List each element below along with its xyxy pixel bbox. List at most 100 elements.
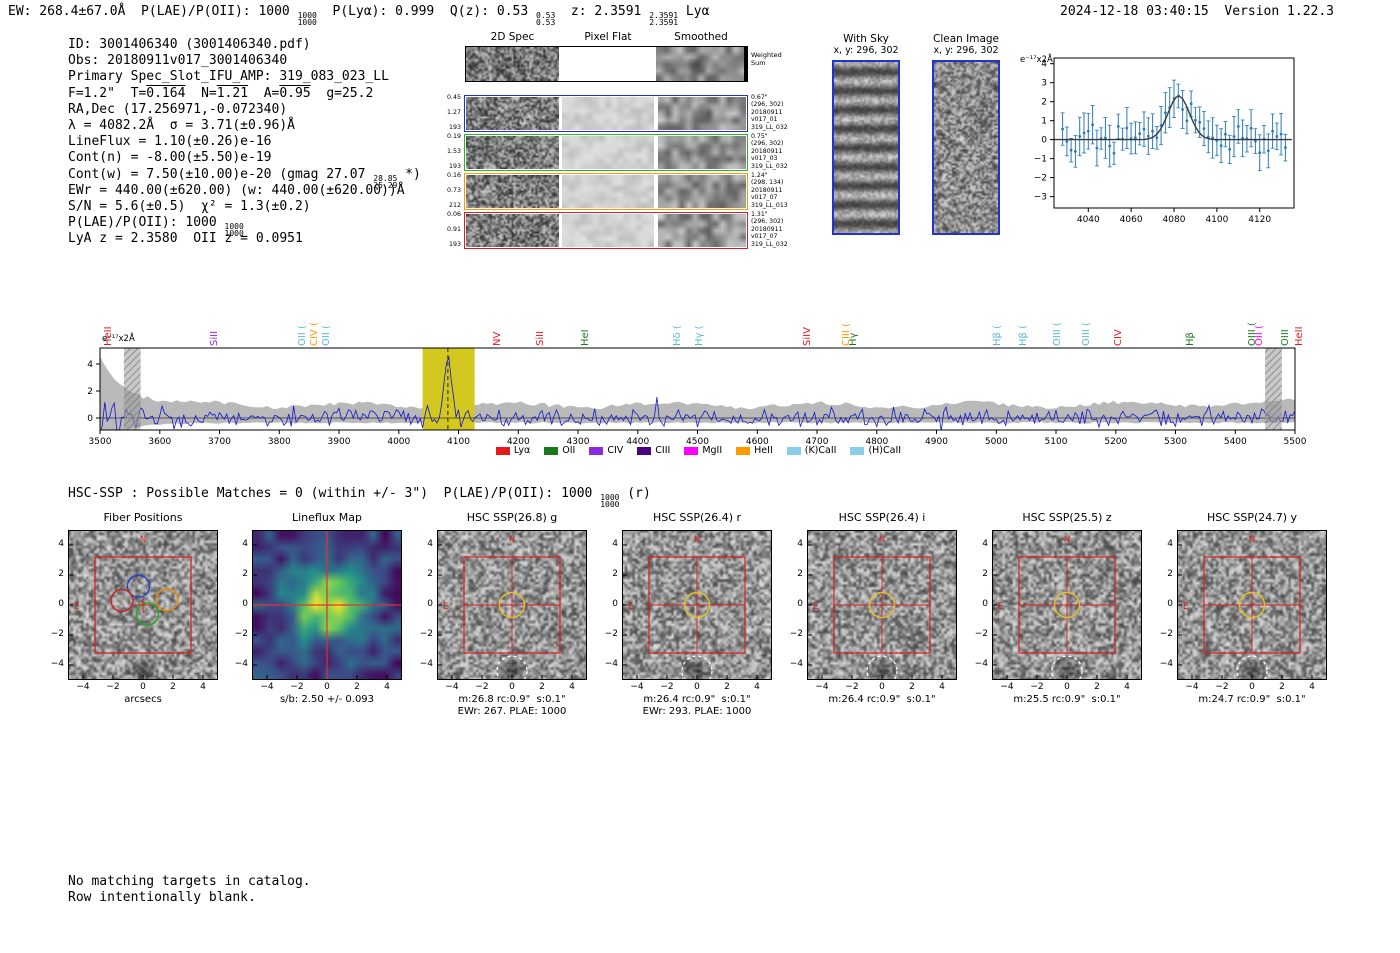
- cutout-ytick: −4: [974, 659, 988, 669]
- cutout-xtick: −4: [445, 682, 459, 692]
- svg-text:2: 2: [1041, 98, 1047, 108]
- cutout-xtick: −2: [290, 682, 304, 692]
- svg-text:4120: 4120: [1248, 215, 1271, 225]
- compass-north: N: [509, 535, 515, 545]
- cutout-xtick: 2: [539, 682, 545, 692]
- info-line-11: S/N = 5.6(±0.5) χ² = 1.3(±0.2): [68, 199, 311, 214]
- cutout-overlay-6: NE: [1177, 530, 1327, 680]
- compass-north: N: [1064, 535, 1070, 545]
- info-line-13: LyA z = 2.3580 OII z = 0.0951: [68, 231, 303, 247]
- cutout-overlay-4: NE: [807, 530, 957, 680]
- svg-text:0: 0: [1041, 136, 1047, 146]
- svg-text:4040: 4040: [1077, 215, 1100, 225]
- cutout-ytick: −4: [789, 659, 803, 669]
- cutout-xtick: −4: [815, 682, 829, 692]
- spec2d-row-right-labels: 0.75" (296, 302) 20180911 v017_03 319_LL_032: [751, 133, 788, 170]
- cutout-overlay-0: NE: [68, 530, 218, 680]
- cutout-ytick: 4: [797, 539, 803, 549]
- svg-text:4500: 4500: [686, 437, 709, 447]
- legend-label: (H)CaII: [868, 445, 902, 456]
- cutout-xtick: 2: [1094, 682, 1100, 692]
- stacked-range: 28.85 25.29: [373, 173, 398, 190]
- cutout-xtick: 0: [1064, 682, 1070, 692]
- cutout-title-0: Fiber Positions: [103, 511, 183, 524]
- legend-item-civ: CIV: [589, 445, 623, 456]
- svg-text:−1: −1: [1034, 155, 1047, 165]
- clean-image-noise: [934, 62, 998, 233]
- spectrum-legend: Lyα OII CIV CIII MgII HeII (K)CaII (H)CaII: [100, 445, 1297, 456]
- spec2d-smoothed-image: [658, 175, 746, 208]
- svg-text:e⁻¹⁷x2Å: e⁻¹⁷x2Å: [1020, 53, 1053, 65]
- cutout-caption: m:25.5 rc:0.9" s:0.1": [1013, 694, 1121, 705]
- cutout-title-6: HSC SSP(24.7) y: [1206, 511, 1298, 524]
- legend-item-kcaii: (K)CaII: [786, 445, 836, 456]
- info-line-9: Cont(w) = 7.50(±10.00)e-20 (gmag 27.07 2…: [68, 166, 421, 190]
- cutout-ytick: 2: [982, 569, 988, 579]
- cutout-caption: m:26.8 rc:0.9" s:0.1": [458, 694, 566, 705]
- weighted-2dspec-image: [466, 47, 559, 81]
- stacked-range: 1000 1000: [297, 11, 317, 27]
- line-label-oii: OII (: [320, 325, 332, 346]
- cutout-ytick: 2: [797, 569, 803, 579]
- cutout-ytick: −2: [974, 629, 988, 639]
- cutout-xtick: 0: [509, 682, 515, 692]
- weighted-smoothed-image: [656, 47, 746, 81]
- cutout-ytick: 2: [58, 569, 64, 579]
- inset-spectrum-plot: e⁻¹⁷x2Å 4040 4060 4080 4100 4120 −3 −2 −1 0 1 2 3 4: [1020, 53, 1295, 225]
- legend-swatch: [495, 446, 510, 455]
- line-label-h: Hβ (: [991, 325, 1003, 346]
- legend-swatch: [684, 446, 699, 455]
- footer-line-2: Row intentionally blank.: [68, 890, 256, 905]
- svg-text:5100: 5100: [1045, 437, 1068, 447]
- svg-text:5400: 5400: [1224, 437, 1247, 447]
- cutout-ytick: 2: [612, 569, 618, 579]
- report-version: Version 1.22.3: [1224, 4, 1334, 19]
- spec2d-smoothed-image: [658, 214, 746, 247]
- svg-text:4200: 4200: [507, 437, 530, 447]
- svg-text:4800: 4800: [865, 437, 888, 447]
- legend-item-ciii: CIII: [637, 445, 670, 456]
- cutout-ytick: 2: [427, 569, 433, 579]
- weighted-sum-label: Weighted Sum: [751, 51, 782, 67]
- cutout-ytick: 0: [982, 599, 988, 609]
- spec2d-row-right-labels: 1.31" (296, 302) 20180911 v017_07 319_LL_032: [751, 211, 788, 248]
- svg-text:3700: 3700: [208, 437, 231, 447]
- overlined-value: 0.95: [279, 85, 311, 101]
- info-line-2: Obs: 20180911v017_3001406340: [68, 53, 288, 69]
- legend-swatch: [589, 446, 604, 455]
- spec2d-pixelflat-image: [562, 214, 654, 247]
- footer-line-1: No matching targets in catalog.: [68, 874, 311, 889]
- line-label-oii: OII (: [297, 325, 308, 346]
- cutout-ytick: 4: [242, 539, 248, 549]
- cutout-xtick: 0: [140, 682, 146, 692]
- stacked-range: 0.53 0.53: [536, 11, 556, 27]
- hsc-matches-line: HSC-SSP : Possible Matches = 0 (within +…: [68, 486, 651, 509]
- compass-east: E: [998, 602, 1003, 612]
- cutout-title-2: HSC SSP(26.8) g: [466, 511, 558, 524]
- cutout-ytick: −2: [1159, 629, 1173, 639]
- cutout-title-1: Lineflux Map: [291, 511, 363, 524]
- cutout-ytick: 4: [58, 539, 64, 549]
- compass-east: E: [628, 602, 633, 612]
- legend-label: Lyα: [513, 445, 531, 456]
- cutout-caption2: EWr: 267. PLAE: 1000: [457, 706, 567, 717]
- cutout-overlay-1: [252, 530, 402, 680]
- svg-text:−2: −2: [1034, 174, 1047, 184]
- svg-text:4700: 4700: [806, 437, 829, 447]
- spec2d-2dspec-image: [466, 175, 559, 208]
- spec2d-row-left-labels: 0.16 0.73 212: [446, 172, 461, 210]
- cutout-ytick: 0: [58, 599, 64, 609]
- compass-north: N: [694, 535, 700, 545]
- cutout-xtick: 4: [1124, 682, 1130, 692]
- line-label-h: Hγ (: [694, 325, 706, 346]
- cutout-ytick: 2: [1167, 569, 1173, 579]
- info-line-3: Primary Spec_Slot_IFU_AMP: 319_083_023_L…: [68, 69, 389, 85]
- info-line-6: λ = 4082.2Å σ = 3.71(±0.96)Å: [68, 118, 295, 133]
- clean-coords: x, y: 296, 302: [933, 45, 999, 56]
- spec2d-row-right-labels: 1.24" (298, 134) 20180911 v017_07 319_LL_013: [751, 172, 788, 209]
- compass-east: E: [74, 602, 79, 612]
- overlined-value: 0.164: [146, 85, 186, 101]
- cutout-ytick: −4: [419, 659, 433, 669]
- cutout-xtick: 4: [939, 682, 945, 692]
